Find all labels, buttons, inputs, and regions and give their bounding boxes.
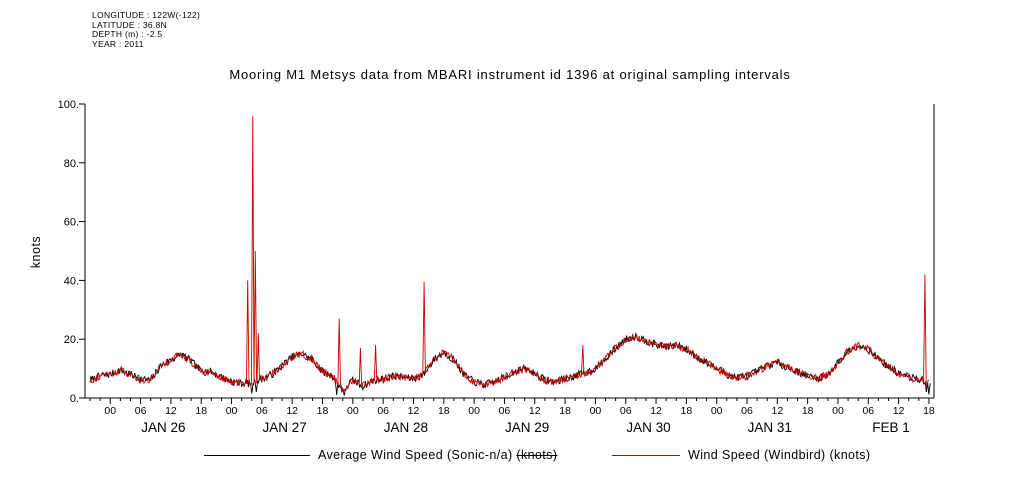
svg-text:JAN 31: JAN 31 xyxy=(748,420,792,435)
legend-label-windbird: Wind Speed (Windbird) (knots) xyxy=(688,448,871,462)
svg-text:JAN 27: JAN 27 xyxy=(262,420,306,435)
svg-text:06: 06 xyxy=(377,405,389,417)
svg-text:00: 00 xyxy=(590,405,602,417)
svg-text:12: 12 xyxy=(286,405,298,417)
svg-text:JAN 30: JAN 30 xyxy=(626,420,670,435)
svg-text:JAN 29: JAN 29 xyxy=(505,420,549,435)
svg-text:00: 00 xyxy=(347,405,359,417)
svg-text:12: 12 xyxy=(529,405,541,417)
svg-text:12: 12 xyxy=(650,405,662,417)
svg-text:JAN 26: JAN 26 xyxy=(141,420,185,435)
svg-text:12: 12 xyxy=(771,405,783,417)
svg-text:18: 18 xyxy=(923,405,935,417)
chart-legend: Average Wind Speed (Sonic-n/a) (knots) W… xyxy=(0,446,1009,476)
legend-label-sonic: Average Wind Speed (Sonic-n/a) (knots) xyxy=(318,448,557,462)
svg-text:18: 18 xyxy=(438,405,450,417)
svg-text:12: 12 xyxy=(165,405,177,417)
svg-text:06: 06 xyxy=(862,405,874,417)
svg-text:JAN 28: JAN 28 xyxy=(384,420,428,435)
svg-text:60.: 60. xyxy=(64,217,79,229)
svg-text:12: 12 xyxy=(893,405,905,417)
svg-text:00: 00 xyxy=(711,405,723,417)
metadata-latitude: LATITUDE : 36.8N xyxy=(92,19,168,30)
svg-text:06: 06 xyxy=(741,405,753,417)
svg-text:00: 00 xyxy=(226,405,238,417)
svg-text:06: 06 xyxy=(256,405,268,417)
svg-text:12: 12 xyxy=(408,405,420,417)
svg-text:06: 06 xyxy=(135,405,147,417)
svg-text:06: 06 xyxy=(499,405,511,417)
svg-text:00: 00 xyxy=(832,405,844,417)
metadata-year: YEAR : 2011 xyxy=(92,38,144,49)
svg-text:06: 06 xyxy=(620,405,632,417)
legend-line-sonic xyxy=(204,455,310,456)
metadata-longitude: LONGITUDE : 122W(-122) xyxy=(92,10,201,20)
svg-text:18: 18 xyxy=(802,405,814,417)
metadata-depth: DEPTH (m) : -2.5 xyxy=(92,29,163,40)
svg-text:20.: 20. xyxy=(64,334,79,346)
svg-text:00: 00 xyxy=(104,405,116,417)
metadata-block: LONGITUDE : 122W(-122) LATITUDE : 36.8N … xyxy=(92,10,201,49)
svg-text:100.: 100. xyxy=(58,99,79,111)
svg-text:40.: 40. xyxy=(64,275,79,287)
svg-text:18: 18 xyxy=(317,405,329,417)
svg-text:18: 18 xyxy=(681,405,693,417)
legend-label-sonic-units: (knots) xyxy=(516,448,558,462)
svg-text:00: 00 xyxy=(468,405,480,417)
svg-text:18: 18 xyxy=(195,405,207,417)
legend-label-sonic-text: Average Wind Speed (Sonic-n/a) xyxy=(318,448,517,462)
page-title: Mooring M1 Metsys data from MBARI instru… xyxy=(229,67,791,82)
svg-text:18: 18 xyxy=(559,405,571,417)
svg-text:80.: 80. xyxy=(64,158,79,170)
svg-text:0.: 0. xyxy=(70,393,79,405)
svg-text:FEB 1: FEB 1 xyxy=(872,420,910,435)
legend-line-windbird xyxy=(612,455,680,456)
